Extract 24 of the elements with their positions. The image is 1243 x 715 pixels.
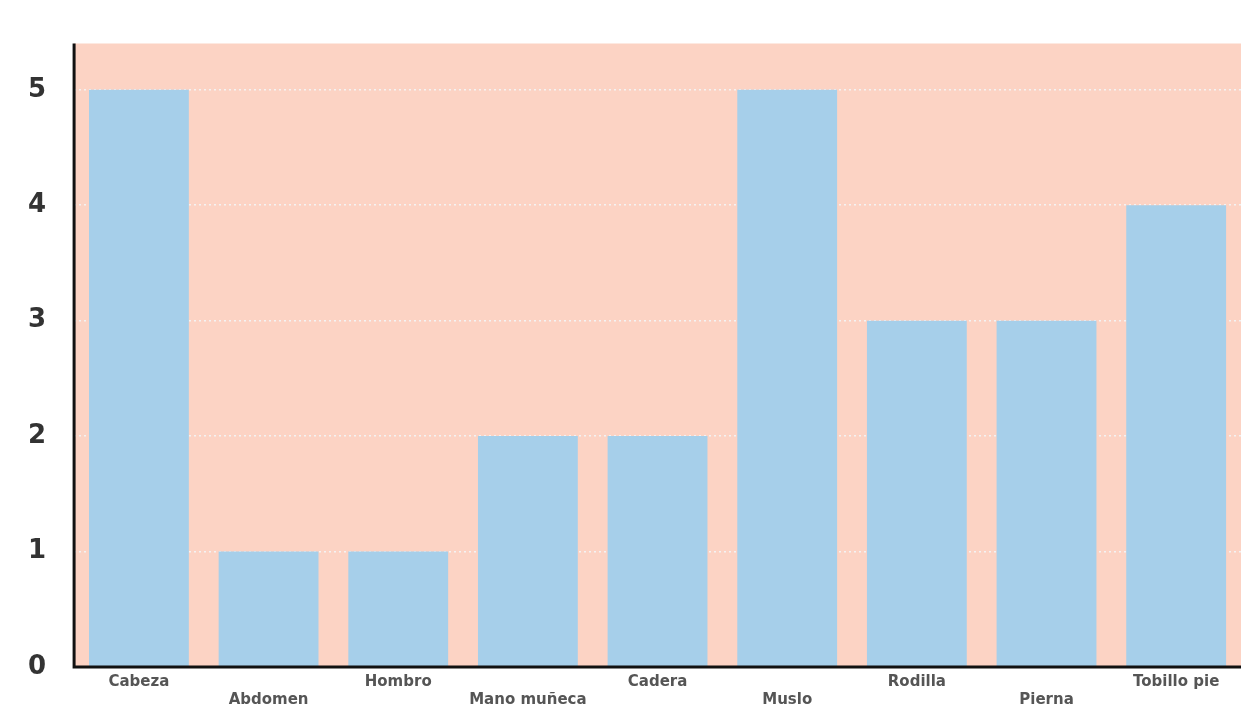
y-tick-label: 0	[28, 649, 47, 680]
bar	[737, 89, 838, 667]
x-tick-label: Cabeza	[108, 671, 170, 690]
bar	[996, 320, 1097, 667]
y-tick-label: 1	[28, 534, 47, 565]
bar	[348, 551, 449, 667]
x-tick-label: Hombro	[364, 671, 432, 690]
x-tick-label: Cadera	[627, 671, 688, 690]
bar	[866, 320, 967, 667]
x-tick-label: Pierna	[1019, 689, 1074, 708]
x-tick-label: Tobillo pie	[1133, 671, 1220, 690]
y-tick-label: 3	[28, 303, 47, 334]
x-tick-label: Abdomen	[228, 689, 309, 708]
bar	[1126, 205, 1227, 667]
bar	[89, 89, 189, 667]
y-tick-label: 4	[28, 187, 47, 218]
bar	[607, 436, 708, 667]
x-tick-label: Rodilla	[887, 671, 946, 690]
bar	[218, 551, 319, 667]
y-tick-label: 5	[28, 72, 47, 103]
x-tick-label: Muslo	[762, 689, 813, 708]
x-tick-label: Mano muñeca	[469, 689, 587, 708]
bar	[477, 436, 578, 667]
y-tick-label: 2	[28, 418, 47, 449]
